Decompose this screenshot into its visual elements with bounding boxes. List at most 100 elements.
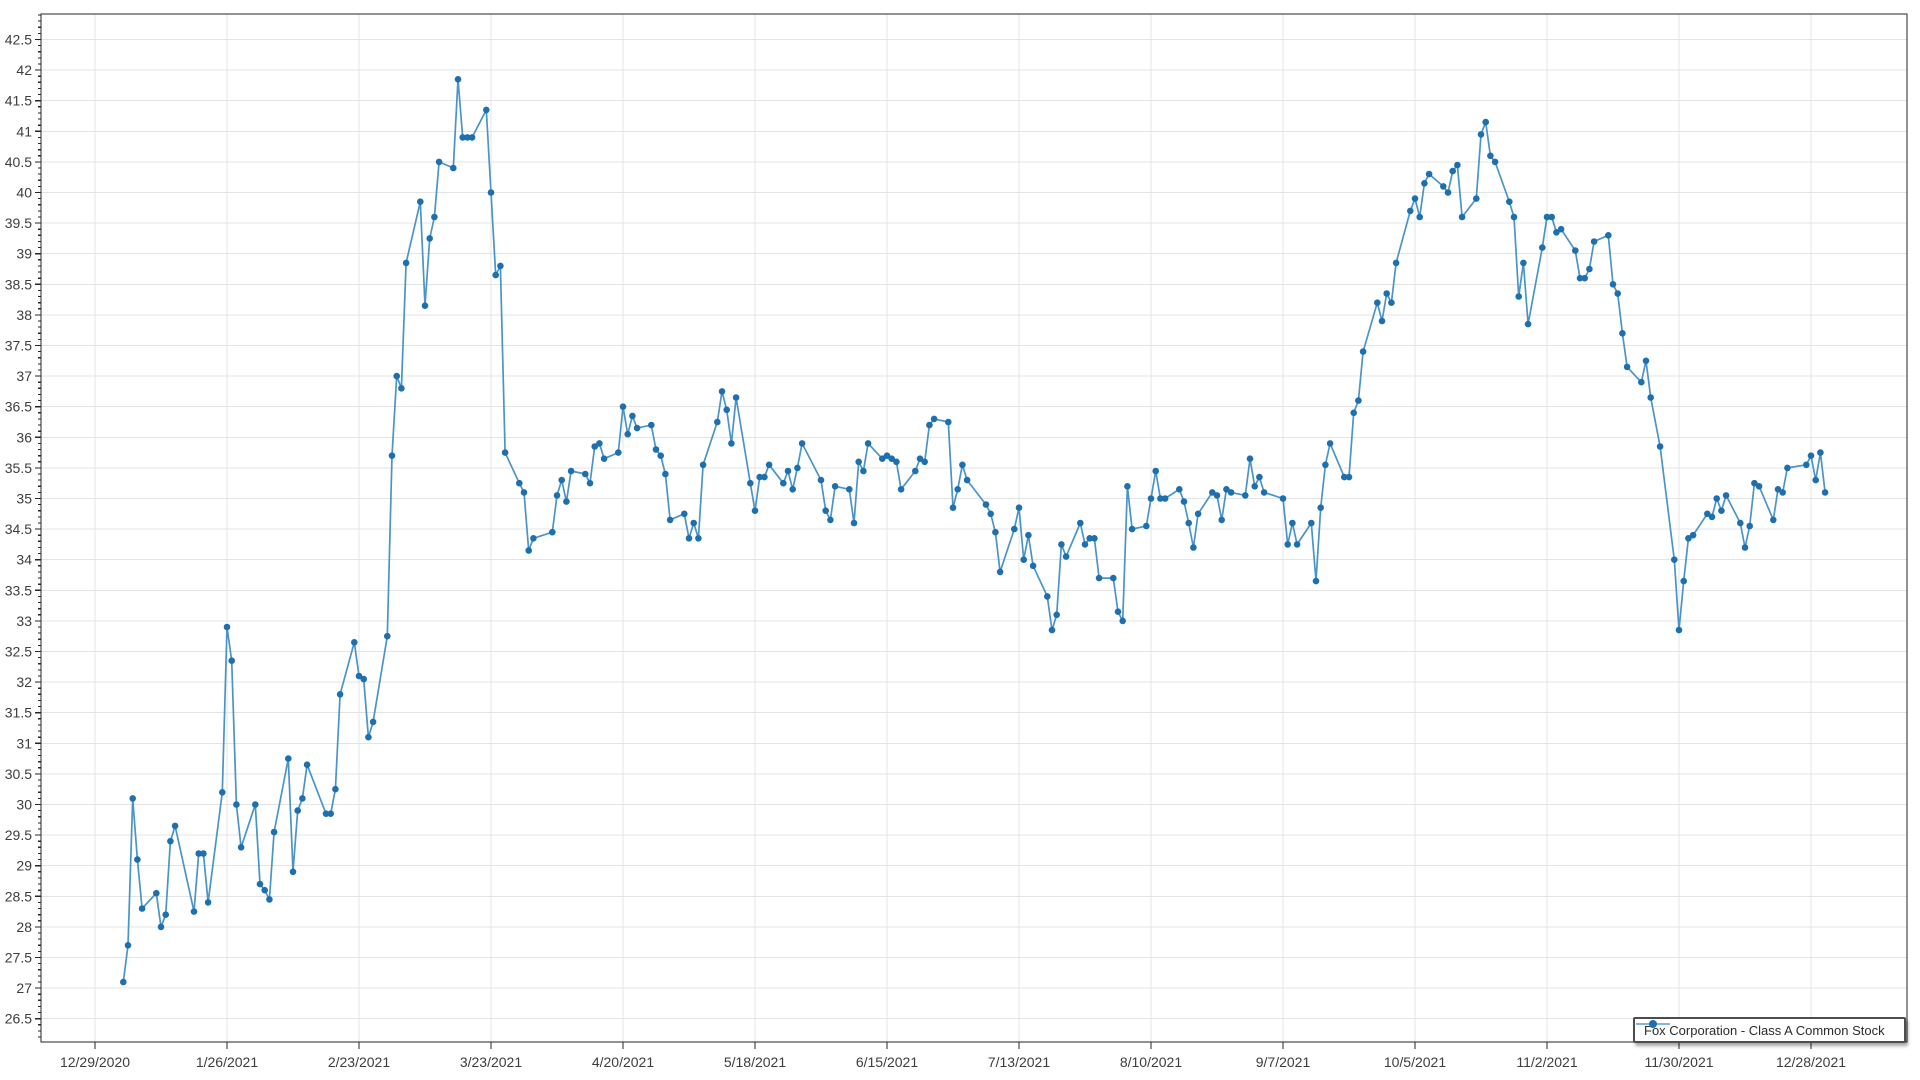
data-point[interactable] [1774, 486, 1782, 493]
data-point[interactable] [431, 213, 438, 221]
data-point[interactable] [501, 449, 509, 456]
data-point[interactable] [266, 896, 273, 903]
data-point[interactable] [1482, 118, 1489, 126]
data-point[interactable] [1190, 544, 1197, 551]
data-point[interactable] [1223, 486, 1230, 493]
data-point[interactable] [487, 189, 495, 196]
data-point[interactable] [1675, 626, 1683, 634]
data-point[interactable] [360, 675, 368, 683]
data-point[interactable] [1256, 473, 1263, 481]
data-point[interactable] [332, 785, 339, 793]
data-point[interactable] [1821, 489, 1829, 496]
data-point[interactable] [233, 801, 240, 808]
legend[interactable]: Fox Corporation - Class A Common Stock [1633, 1017, 1906, 1043]
data-point[interactable] [954, 486, 961, 493]
data-point[interactable] [435, 158, 443, 166]
data-point[interactable] [421, 302, 429, 310]
data-point[interactable] [1194, 510, 1202, 518]
data-point[interactable] [747, 479, 754, 487]
data-point[interactable] [322, 810, 330, 817]
data-point[interactable] [916, 455, 924, 463]
data-point[interactable] [355, 672, 363, 680]
data-point[interactable] [1157, 495, 1164, 502]
data-point[interactable] [657, 452, 664, 460]
data-point[interactable] [1246, 455, 1254, 463]
data-point[interactable] [1015, 504, 1023, 512]
data-point[interactable] [987, 510, 994, 518]
data-point[interactable] [1091, 535, 1098, 542]
data-point[interactable] [633, 424, 641, 432]
data-point[interactable] [600, 455, 608, 463]
data-point[interactable] [681, 510, 688, 518]
data-point[interactable] [1548, 213, 1555, 221]
data-point[interactable] [454, 76, 462, 83]
data-point[interactable] [822, 507, 829, 514]
data-point[interactable] [765, 461, 773, 469]
data-point[interactable] [1647, 394, 1654, 401]
data-point[interactable] [893, 458, 900, 466]
data-point[interactable] [619, 403, 627, 411]
data-point[interactable] [162, 911, 169, 918]
data-point[interactable] [1614, 290, 1621, 297]
data-point[interactable] [850, 519, 858, 527]
data-point[interactable] [864, 440, 872, 447]
data-point[interactable] [567, 467, 575, 475]
data-point[interactable] [912, 467, 919, 475]
data-point[interactable] [417, 198, 424, 205]
data-point[interactable] [153, 889, 160, 897]
data-point[interactable] [1044, 593, 1051, 600]
data-point[interactable] [1053, 611, 1060, 619]
data-point[interactable] [860, 467, 867, 475]
data-point[interactable] [1025, 531, 1032, 539]
data-point[interactable] [553, 492, 561, 499]
data-point[interactable] [1176, 486, 1183, 493]
data-point[interactable] [1213, 492, 1221, 499]
data-point[interactable] [1355, 397, 1362, 404]
data-point[interactable] [794, 464, 801, 472]
data-point[interactable] [879, 455, 886, 463]
data-point[interactable] [1619, 330, 1626, 337]
data-point[interactable] [237, 844, 245, 851]
data-point[interactable] [261, 886, 269, 894]
data-point[interactable] [718, 388, 726, 395]
data-point[interactable] [1416, 213, 1423, 221]
data-point[interactable] [1359, 348, 1367, 355]
data-point[interactable] [563, 498, 570, 505]
data-point[interactable] [1803, 461, 1810, 469]
data-point[interactable] [450, 164, 457, 172]
data-point[interactable] [982, 501, 990, 508]
data-point[interactable] [1510, 213, 1518, 221]
data-point[interactable] [798, 440, 806, 447]
data-point[interactable] [827, 516, 834, 524]
data-point[interactable] [648, 421, 655, 429]
data-point[interactable] [1312, 577, 1320, 585]
data-point[interactable] [1491, 158, 1499, 166]
data-point[interactable] [365, 733, 372, 741]
data-point[interactable] [270, 828, 278, 836]
data-point[interactable] [1095, 574, 1103, 582]
data-point[interactable] [1086, 535, 1093, 542]
data-point[interactable] [1506, 198, 1513, 205]
data-point[interactable] [1114, 608, 1122, 615]
data-point[interactable] [171, 822, 179, 830]
data-point[interactable] [558, 476, 565, 484]
data-point[interactable] [1572, 247, 1579, 254]
data-point[interactable] [157, 923, 165, 931]
data-point[interactable] [652, 446, 660, 453]
data-point[interactable] [1770, 516, 1777, 524]
data-point[interactable] [930, 415, 938, 423]
data-point[interactable] [751, 507, 759, 514]
data-point[interactable] [1685, 535, 1692, 542]
data-point[interactable] [728, 440, 735, 447]
data-point[interactable] [883, 452, 891, 460]
series-markers[interactable] [120, 76, 1829, 986]
data-point[interactable] [596, 440, 603, 447]
data-point[interactable] [1341, 473, 1348, 481]
data-point[interactable] [129, 795, 136, 802]
data-point[interactable] [591, 443, 598, 450]
data-point[interactable] [586, 479, 594, 487]
data-point[interactable] [1209, 489, 1216, 496]
data-point[interactable] [1449, 167, 1456, 175]
data-point[interactable] [1576, 274, 1584, 282]
data-point[interactable] [699, 461, 707, 469]
